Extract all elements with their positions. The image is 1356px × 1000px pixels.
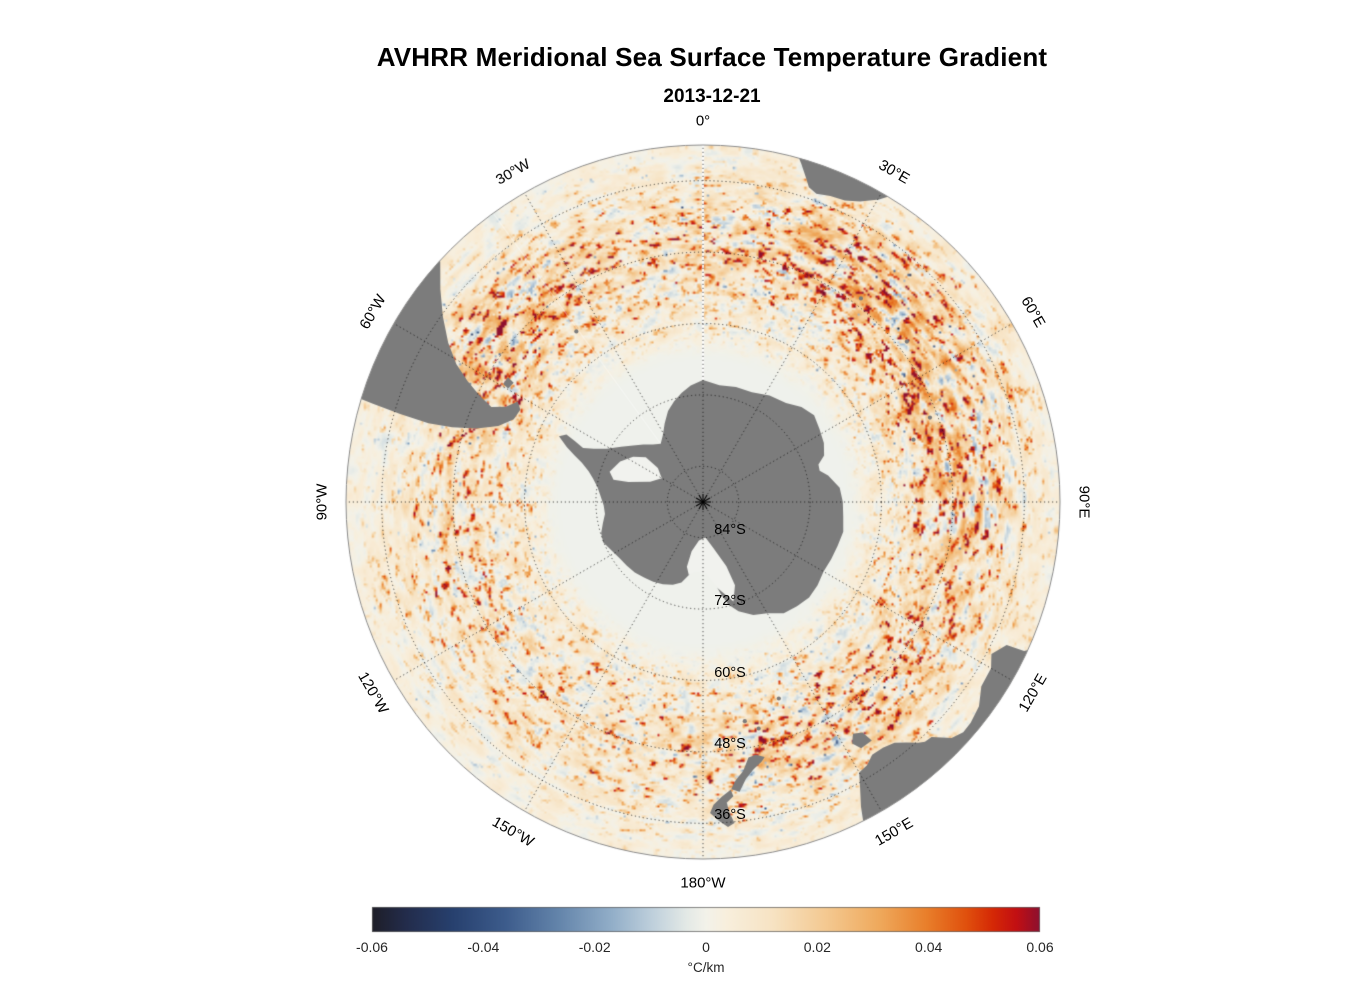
chart-title: AVHRR Meridional Sea Surface Temperature…: [376, 42, 1048, 72]
lat-label-0: 84°S: [714, 521, 746, 538]
colorbar-tick-1: -0.04: [467, 939, 500, 955]
lon-label-3: 90°E: [1075, 485, 1093, 519]
lon-label-0: 0°: [695, 112, 711, 130]
colorbar-unit-label: °C/km: [687, 960, 725, 975]
chart-subtitle: 2013-12-21: [663, 86, 761, 107]
lon-label-9: 90°W: [313, 483, 331, 521]
colorbar-tick-0: -0.06: [356, 939, 388, 955]
colorbar-tick-6: 0.06: [1026, 939, 1054, 955]
colorbar-tick-3: 0: [702, 939, 710, 955]
colorbar-tick-5: 0.04: [915, 939, 943, 955]
lat-label-2: 60°S: [714, 664, 746, 681]
colorbar-tick-2: -0.02: [578, 939, 611, 955]
lon-label-6: 180°W: [680, 874, 726, 892]
lat-label-3: 48°S: [714, 735, 746, 752]
lat-label-4: 36°S: [714, 807, 746, 824]
lat-label-1: 72°S: [714, 593, 746, 610]
colorbar-tick-4: 0.02: [803, 939, 831, 955]
